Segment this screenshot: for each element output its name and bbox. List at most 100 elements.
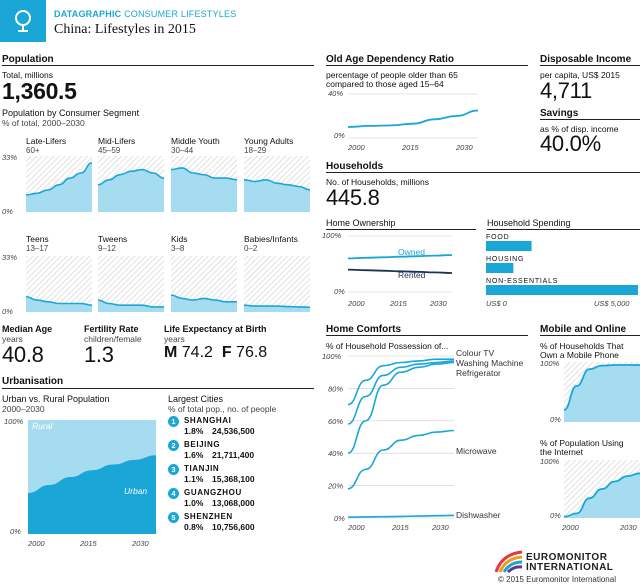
- city-rank-badge: 3: [168, 464, 179, 475]
- city-rank-badge: 5: [168, 512, 179, 523]
- spending-xmax: US$ 5,000: [594, 299, 630, 308]
- own-xtick: 2030: [429, 299, 448, 308]
- mobile-line: [563, 364, 640, 411]
- logo-line-2: INTERNATIONAL: [526, 562, 614, 573]
- comfort-series-label: Dishwasher: [456, 510, 501, 520]
- mobile-phone-chart: 100% 0%: [540, 359, 640, 424]
- comfort-line: [347, 429, 455, 490]
- comfort-line: [347, 361, 455, 454]
- fertility-unit: children/female: [84, 334, 142, 344]
- life-exp-m-value: 74.2: [181, 344, 213, 361]
- segment-name: Teens: [26, 234, 49, 244]
- urban-area: [28, 455, 156, 534]
- savings-rule: [540, 119, 640, 120]
- internet-line: [563, 472, 640, 518]
- disposable-value: 4,711: [540, 78, 592, 103]
- page-title: China: Lifestyles in 2015: [54, 22, 196, 37]
- old-age-xtick: 2030: [455, 143, 474, 152]
- life-exp-unit: years: [164, 334, 185, 344]
- rented-line: [347, 268, 453, 274]
- segment-line: [170, 167, 238, 181]
- households-rule: [326, 172, 640, 173]
- euromonitor-logo-icon: [494, 550, 523, 574]
- comfort-ytick: 0%: [334, 514, 345, 523]
- urban-chart-title: Urban vs. Rural Population: [2, 394, 110, 404]
- life-exp-f-label: F: [221, 344, 232, 361]
- disposable-sub: per capita, US$ 2015: [540, 70, 620, 80]
- spending-bar: [486, 263, 514, 273]
- old-age-ytick-bottom: 0%: [334, 131, 345, 140]
- households-value: 445.8: [326, 185, 380, 210]
- cities-sub: % of total pop., no. of people: [168, 404, 277, 414]
- city-people: 24,536,500: [212, 426, 255, 436]
- city-row: 1 SHANGHAI 1.8% 24,536,500: [168, 416, 314, 438]
- mobile-online-heading: Mobile and Online: [540, 324, 627, 335]
- header-bar: [0, 0, 640, 42]
- city-name: BEIJING: [184, 440, 221, 449]
- segment-area: [171, 167, 237, 212]
- comfort-xtick: 2000: [347, 523, 366, 532]
- city-rank-badge: 4: [168, 488, 179, 499]
- city-row: 2 BEIJING 1.6% 21,711,400: [168, 440, 314, 462]
- urban-xtick: 2015: [79, 539, 98, 548]
- owned-label: Owned: [398, 247, 425, 257]
- old-age-sub2: compared to those aged 15–64: [326, 79, 444, 89]
- home-ownership-chart: Owned Rented 100% 0%2000 2015 2030: [322, 231, 453, 308]
- old-age-title: Old Age Dependency Ratio: [326, 54, 454, 65]
- segment-age: 3–8: [171, 244, 185, 253]
- urban-rural-chart: Rural Urban 100% 0% 2000 2015 2030: [4, 417, 156, 548]
- savings-sub: as % of disp. income: [540, 124, 619, 134]
- city-row: 3 TIANJIN 1.1% 15,368,100: [168, 464, 314, 486]
- life-exp-title: Life Expectancy at Birth: [164, 324, 267, 334]
- segment-ytick-top-2: 33%: [2, 253, 17, 262]
- comfort-line: [347, 358, 454, 406]
- comfort-series-label: Washing Machine: [456, 358, 524, 368]
- segment-age: 0–2: [244, 244, 258, 253]
- urban-ytick-top: 100%: [4, 417, 24, 426]
- segment-line: [243, 178, 311, 191]
- population-total-label: Total, millions: [2, 70, 54, 80]
- city-row: 4 GUANGZHOU 1.0% 13,068,000: [168, 488, 314, 510]
- comfort-ytick: 40%: [328, 449, 343, 458]
- segment-ytick-top-1: 33%: [2, 153, 17, 162]
- disposable-title: Disposable Income: [540, 54, 632, 65]
- internet-ytick-top: 100%: [540, 457, 560, 466]
- households-heading: Households: [326, 161, 384, 172]
- city-name: GUANGZHOU: [184, 488, 242, 497]
- own-xtick: 2000: [347, 299, 366, 308]
- internet-title-2: the Internet: [540, 447, 584, 457]
- spending-title: Household Spending: [487, 218, 571, 228]
- city-name: SHENZHEN: [184, 512, 233, 521]
- comfort-ytick: 20%: [327, 482, 343, 491]
- internet-ytick-bottom: 0%: [550, 511, 561, 520]
- home-ownership-rule: [326, 229, 476, 230]
- internet-xtick: 2030: [619, 523, 638, 532]
- urban-xtick: 2030: [131, 539, 150, 548]
- segment-area: [26, 296, 92, 312]
- segment-line: [25, 162, 93, 196]
- comfort-series-label: Refrigerator: [456, 368, 501, 378]
- old-age-sub1: percentage of people older than 65: [326, 70, 458, 80]
- spending-bar: [486, 285, 638, 295]
- population-heading: Population: [2, 54, 54, 65]
- median-age-title: Median Age: [2, 324, 53, 334]
- city-rank-badge: 1: [168, 416, 179, 427]
- segment-area: [98, 169, 164, 212]
- segment-name: Late-Lifers: [26, 136, 66, 146]
- mobile-ytick-top: 100%: [540, 359, 560, 368]
- spending-chart: FOOD HOUSING NON-ESSENTIALS US$ 0 US$ 5,000: [486, 234, 638, 308]
- population-rule: [2, 65, 314, 66]
- internet-chart: 100% 0%2000 2030: [540, 457, 640, 532]
- segment-subtitle: % of total, 2000–2030: [2, 118, 85, 128]
- old-age-xtick: 2015: [401, 143, 420, 152]
- owned-line: [347, 254, 453, 260]
- urban-label: Urban: [124, 486, 147, 496]
- home-comforts-rule: [326, 335, 528, 336]
- comfort-line: [347, 360, 455, 425]
- mobile-online-rule: [540, 335, 640, 336]
- life-exp-m-label: M: [164, 344, 178, 361]
- fertility-value: 1.3: [84, 342, 114, 367]
- urbanisation-heading: Urbanisation: [2, 376, 64, 387]
- segment-line: [97, 299, 164, 308]
